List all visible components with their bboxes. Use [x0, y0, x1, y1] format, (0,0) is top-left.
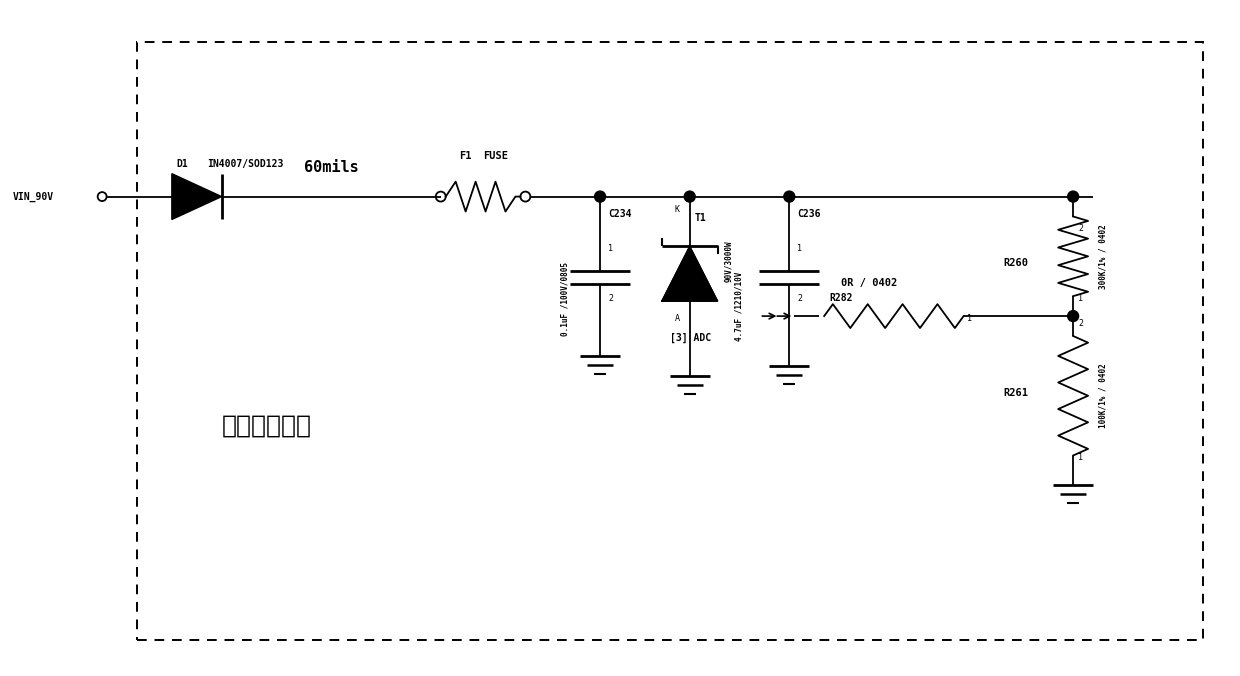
Text: 0R / 0402: 0R / 0402 [841, 279, 897, 288]
Text: 2: 2 [608, 294, 613, 303]
Text: 2: 2 [1078, 319, 1083, 328]
Text: A: A [675, 314, 680, 323]
Polygon shape [172, 174, 222, 220]
Text: 1: 1 [1078, 454, 1083, 462]
Polygon shape [662, 246, 718, 301]
Text: 300K/1% / 0402: 300K/1% / 0402 [1099, 224, 1107, 289]
Text: R260: R260 [1003, 258, 1028, 268]
Circle shape [595, 191, 605, 202]
Text: FUSE: FUSE [484, 151, 508, 161]
Text: C234: C234 [608, 208, 631, 218]
Text: 2: 2 [797, 294, 802, 303]
Circle shape [784, 191, 795, 202]
Bar [136, 42, 1203, 639]
Text: C236: C236 [797, 208, 821, 218]
Circle shape [1068, 191, 1079, 202]
Text: 1: 1 [608, 244, 613, 254]
Text: 1: 1 [797, 244, 802, 254]
Text: K: K [675, 205, 680, 214]
Text: 4.7uF /1210/10V: 4.7uF /1210/10V [734, 272, 744, 341]
Text: 100K/1% / 0402: 100K/1% / 0402 [1099, 364, 1107, 428]
Text: 1: 1 [966, 314, 972, 323]
Text: [3] ADC: [3] ADC [670, 333, 711, 343]
Text: 2: 2 [1078, 224, 1083, 233]
Circle shape [684, 191, 696, 202]
Text: T1: T1 [694, 214, 707, 224]
Text: 60mils: 60mils [304, 160, 358, 174]
Text: 电池检测模块: 电池检测模块 [222, 414, 311, 437]
Circle shape [1068, 310, 1079, 322]
Text: F1: F1 [459, 151, 472, 161]
Text: R282: R282 [830, 293, 853, 303]
Text: R261: R261 [1003, 388, 1028, 397]
Text: D1: D1 [177, 159, 188, 169]
Text: 90V/3000W: 90V/3000W [724, 241, 734, 282]
Text: IN4007/SOD123: IN4007/SOD123 [207, 159, 283, 169]
Text: 1: 1 [1078, 294, 1083, 303]
Text: VIN_90V: VIN_90V [12, 191, 53, 201]
Text: 0.1uF /100V/0805: 0.1uF /100V/0805 [560, 262, 569, 336]
